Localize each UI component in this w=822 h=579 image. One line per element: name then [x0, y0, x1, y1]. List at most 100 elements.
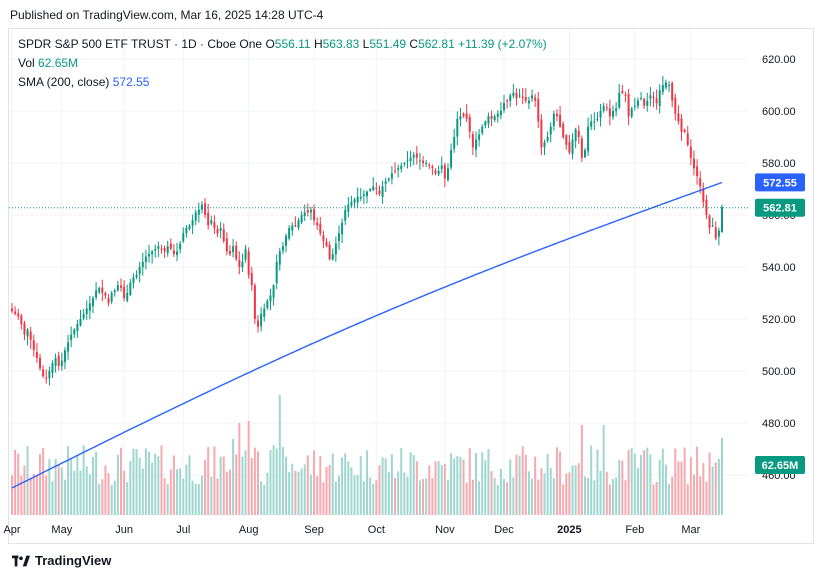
- candle-body: [54, 358, 57, 366]
- volume-bar: [624, 480, 627, 515]
- candle-body: [549, 126, 552, 135]
- candle-body: [303, 212, 306, 217]
- candle-body: [574, 129, 577, 141]
- candle-body: [484, 121, 487, 126]
- candle-body: [428, 165, 431, 167]
- volume-bar: [42, 447, 45, 515]
- volume-bar: [32, 473, 35, 515]
- candle-body: [689, 146, 692, 158]
- volume-bar: [543, 473, 546, 515]
- candle-body: [605, 107, 608, 109]
- candle-body: [524, 96, 527, 101]
- volume-bar: [306, 455, 309, 515]
- candle-body: [705, 199, 708, 215]
- price-tick-label: 520.00: [762, 314, 796, 326]
- volume-bar: [524, 454, 527, 515]
- volume-bar: [20, 475, 23, 515]
- candle-body: [503, 103, 506, 111]
- candle-body: [369, 189, 372, 191]
- tradingview-logo[interactable]: TradingView: [12, 553, 111, 568]
- volume-bar: [677, 461, 680, 515]
- candle-body: [403, 163, 406, 164]
- volume-bar: [518, 455, 521, 515]
- candle-body: [32, 340, 35, 351]
- volume-bar: [552, 478, 555, 515]
- candle-body: [443, 164, 446, 179]
- volume-bar: [375, 480, 378, 515]
- volume-bar: [434, 461, 437, 515]
- candle-body: [468, 117, 471, 132]
- candle-body: [73, 329, 76, 335]
- volume-bar: [39, 454, 42, 515]
- volume-bar: [204, 459, 207, 515]
- volume-bar: [73, 470, 76, 515]
- volume-bar: [471, 479, 474, 515]
- candle-body: [309, 209, 312, 213]
- volume-bar: [107, 473, 110, 515]
- volume-bar: [612, 479, 615, 515]
- volume-bar: [562, 484, 565, 515]
- volume-bar: [643, 450, 646, 515]
- volume-bar: [48, 458, 51, 515]
- candle-body: [562, 123, 565, 137]
- volume-bar: [627, 449, 630, 515]
- candle-body: [169, 243, 172, 249]
- candle-body: [23, 323, 26, 335]
- volume-bar: [418, 480, 421, 515]
- candle-body: [238, 259, 241, 267]
- candle-body: [107, 298, 110, 304]
- candle-body: [612, 111, 615, 117]
- candle-body: [319, 223, 322, 234]
- volume-bar: [671, 476, 674, 515]
- volume-bar: [160, 445, 163, 515]
- candle-body: [182, 233, 185, 242]
- volume-bar: [157, 456, 160, 515]
- candle-body: [602, 105, 605, 111]
- volume-bar: [664, 464, 667, 515]
- volume-bar: [222, 456, 225, 515]
- candle-body: [272, 285, 275, 298]
- volume-bar: [621, 460, 624, 515]
- volume-bar: [63, 479, 66, 515]
- candle-body: [138, 267, 141, 274]
- volume-bar: [45, 475, 48, 515]
- volume-bar: [571, 465, 574, 515]
- time-tick-label: Mar: [681, 524, 700, 536]
- candle-body: [674, 97, 677, 114]
- candle-body: [85, 308, 88, 315]
- candle-body: [185, 228, 188, 234]
- candle-body: [232, 246, 235, 253]
- candle-body: [487, 116, 490, 124]
- volume-bar: [437, 460, 440, 515]
- candle-body: [515, 92, 518, 98]
- volume-bar: [216, 478, 219, 515]
- volume-bar: [496, 484, 499, 515]
- volume-bar: [521, 446, 524, 515]
- volume-bar: [176, 469, 179, 515]
- candle-body: [671, 82, 674, 101]
- candle-body: [91, 298, 94, 307]
- candle-body: [714, 227, 717, 239]
- candle-body: [359, 196, 362, 199]
- volume-bar: [409, 452, 412, 515]
- candle-body: [344, 209, 347, 221]
- volume-bar: [356, 475, 359, 515]
- volume-bar: [194, 483, 197, 515]
- volume-bar: [540, 468, 543, 515]
- candle-body: [624, 94, 627, 96]
- candle-body: [119, 285, 122, 288]
- volume-bar: [574, 465, 577, 515]
- volume-bar: [104, 465, 107, 515]
- candle-body: [527, 100, 530, 104]
- candle-body: [652, 96, 655, 98]
- candle-body: [29, 331, 32, 340]
- volume-bar: [531, 478, 534, 515]
- axis-value-labels: 572.55 562.81 62.65M: [755, 173, 805, 474]
- candle-body: [677, 113, 680, 122]
- candle-body: [316, 222, 319, 226]
- volume-bar: [29, 477, 32, 515]
- candle-body: [288, 228, 291, 239]
- volume-bar: [70, 459, 73, 515]
- candle-body: [499, 111, 502, 116]
